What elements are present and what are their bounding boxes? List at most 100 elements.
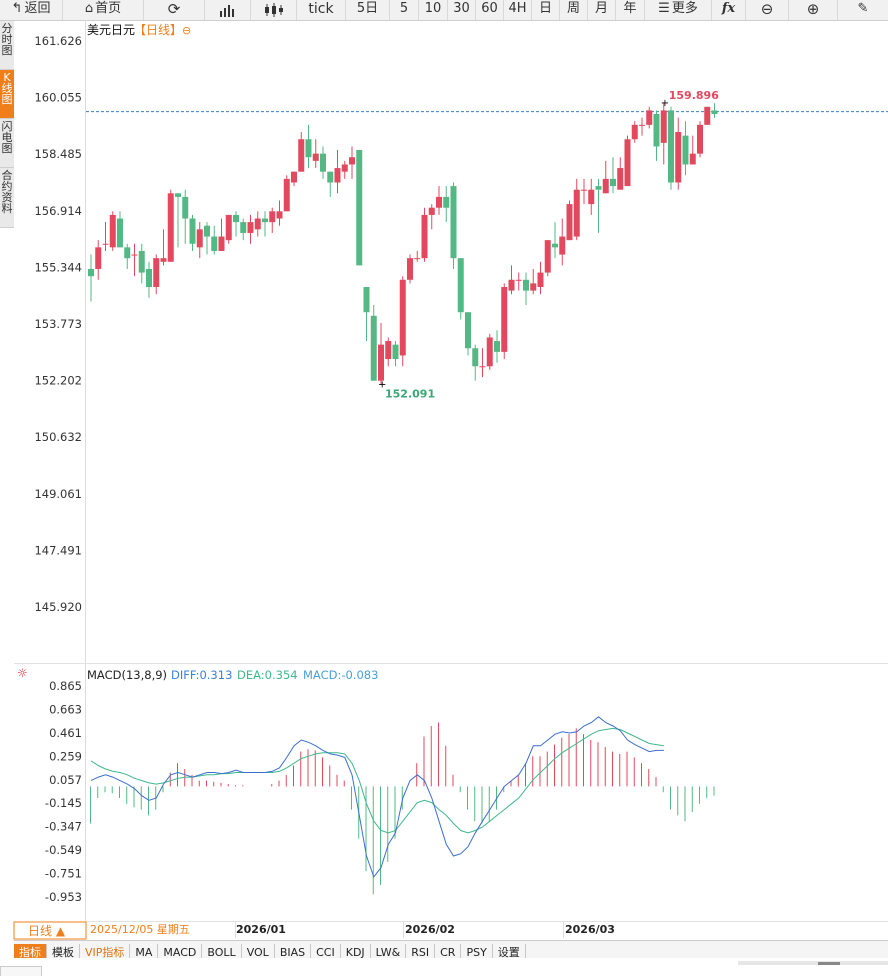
home-label: 首页: [95, 1, 122, 16]
tab-indicators[interactable]: 指标: [14, 944, 47, 961]
tab-cr[interactable]: CR: [435, 944, 462, 961]
tab-contract[interactable]: 合约资料: [0, 168, 14, 228]
candle-body: [109, 214, 116, 248]
diff-line: [90, 716, 664, 878]
candle-body: [646, 110, 653, 125]
more-button[interactable]: ☰ 更多: [645, 0, 712, 20]
period-10min-button[interactable]: 10: [419, 0, 448, 20]
chart-type-bar-button[interactable]: [205, 0, 251, 20]
zoom-out-button[interactable]: ⊖: [746, 0, 789, 20]
tab-cci[interactable]: CCI: [311, 944, 341, 961]
tab-vip-indicators[interactable]: VIP指标: [80, 944, 131, 961]
price-tick-label: 149.061: [34, 487, 82, 501]
candle-body: [131, 254, 138, 256]
low-marker: +: [378, 379, 386, 390]
tab-macd[interactable]: MACD: [158, 944, 203, 961]
sun-settings-icon[interactable]: ☼: [17, 666, 28, 680]
macd-value: MACD:-0.083: [303, 668, 378, 682]
tab-kdj[interactable]: KDJ: [341, 944, 371, 961]
candle-body: [341, 164, 348, 172]
horizontal-scrollbar[interactable]: [738, 961, 888, 965]
candle-body: [189, 218, 196, 244]
candle-body: [530, 283, 537, 291]
back-label: 返回: [24, 1, 51, 16]
macd-dea-value: DEA:0.354: [237, 668, 298, 682]
candle-body: [363, 286, 370, 313]
draw-pen-button[interactable]: ✎: [838, 0, 888, 20]
tab-psy[interactable]: PSY: [461, 944, 493, 961]
period-5min-button[interactable]: 5: [390, 0, 419, 20]
period-day-button[interactable]: 日: [532, 0, 560, 20]
candle-body: [385, 341, 392, 360]
macd-tick-label: 0.057: [49, 773, 82, 787]
candle-body: [102, 243, 109, 245]
price-tick-label: 155.344: [34, 260, 82, 274]
back-button[interactable]: ↰ 返回: [0, 0, 63, 20]
candle-body: [602, 178, 609, 194]
period-month-button[interactable]: 月: [588, 0, 616, 20]
home-button[interactable]: ⌂ 首页: [63, 0, 144, 20]
candle-body: [247, 222, 254, 233]
candle-body: [660, 110, 667, 143]
scrollbar-thumb[interactable]: [818, 962, 840, 965]
candle-body: [544, 240, 551, 273]
back-arrow-icon: ↰: [11, 1, 23, 16]
candle-body: [428, 207, 435, 215]
candle-body: [566, 204, 573, 241]
candle-body: [138, 250, 145, 273]
candle-body: [291, 171, 297, 183]
macd-histogram: [90, 722, 715, 895]
tab-flash[interactable]: 闪电图: [0, 119, 14, 168]
period-tick-button[interactable]: tick: [297, 0, 346, 20]
tab-kline[interactable]: K线图: [0, 70, 14, 119]
tab-settings[interactable]: 设置: [493, 944, 526, 961]
top-toolbar: ↰ 返回 ⌂ 首页 ⟳ tick 5日 5 10 30 60 4H 日 周 月 年 …: [0, 0, 888, 21]
candle-body: [479, 366, 486, 368]
candle-body: [298, 139, 305, 172]
candle-body: [356, 150, 363, 266]
candle-body: [610, 178, 616, 187]
tab-fenshi[interactable]: 分时图: [0, 21, 14, 70]
tab-kline-label: K线图: [1, 71, 13, 106]
period-5d-button[interactable]: 5日: [346, 0, 390, 20]
tab-ma[interactable]: MA: [130, 944, 159, 961]
settings-circle-icon[interactable]: ⊖: [182, 24, 191, 37]
formula-button[interactable]: fx: [712, 0, 746, 20]
footer-tab[interactable]: [0, 966, 42, 976]
tab-flash-label: 闪电图: [1, 120, 13, 155]
candle-body: [305, 139, 312, 158]
tab-bias[interactable]: BIAS: [275, 944, 312, 961]
period-week-button[interactable]: 周: [560, 0, 588, 20]
macd-tick-label: 0.259: [49, 749, 82, 763]
candle-body: [537, 272, 544, 287]
tab-vol[interactable]: VOL: [242, 944, 275, 961]
candle-body: [631, 124, 638, 140]
candle-body: [392, 344, 399, 360]
price-tick-label: 147.491: [34, 543, 82, 557]
period-dropdown[interactable]: [13, 921, 87, 940]
tab-lw[interactable]: LW&: [371, 944, 407, 961]
period-year-button[interactable]: 年: [616, 0, 645, 20]
tab-rsi[interactable]: RSI: [406, 944, 436, 961]
bar-chart-icon: [219, 5, 234, 17]
period-4h-button[interactable]: 4H: [504, 0, 532, 20]
chart-area[interactable]: 美元日元 【日线】 ⊖ 161.626 160.055 158.485 156.914…: [0, 0, 888, 940]
period-30min-button[interactable]: 30: [448, 0, 476, 20]
candle-body: [653, 114, 660, 147]
period-60min-button[interactable]: 60: [476, 0, 504, 20]
tab-fenshi-label: 分时图: [1, 22, 13, 57]
period-tag: 【日线】: [134, 23, 182, 37]
home-icon: ⌂: [84, 1, 94, 16]
tab-templates[interactable]: 模板: [47, 944, 80, 961]
macd-tick-label: -0.953: [45, 890, 82, 904]
zoom-in-button[interactable]: ⊕: [789, 0, 838, 20]
candle-body: [276, 211, 283, 219]
candle-body: [689, 153, 696, 165]
price-tick-label: 150.632: [34, 430, 82, 444]
candle-body: [639, 124, 645, 126]
candle-body: [320, 153, 326, 172]
refresh-button[interactable]: ⟳: [144, 0, 205, 20]
price-tick-label: 156.914: [34, 204, 82, 218]
chart-type-candle-button[interactable]: [251, 0, 297, 20]
tab-boll[interactable]: BOLL: [202, 944, 242, 961]
